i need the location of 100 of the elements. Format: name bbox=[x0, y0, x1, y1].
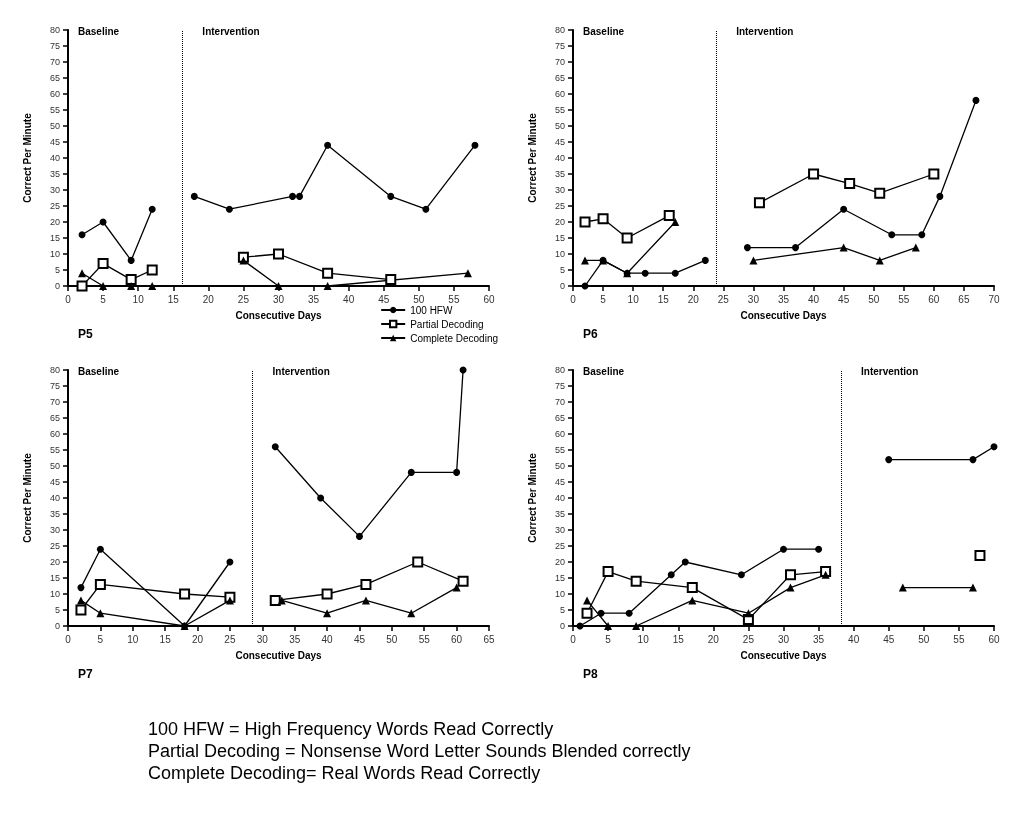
text: 100 HFW = High Frequency Words Read Correctly bbox=[148, 718, 555, 740]
y-tick-label: 30 bbox=[554, 525, 565, 535]
y-tick-label: 55 bbox=[554, 105, 565, 115]
x-axis-title: Consecutive Days bbox=[235, 309, 323, 321]
x-tick-label: 0 bbox=[65, 633, 72, 645]
y-tick-label: 35 bbox=[554, 509, 565, 519]
x-tick-label: 25 bbox=[224, 633, 236, 645]
x-tick-label: 60 bbox=[451, 633, 463, 645]
y-tick-label: 30 bbox=[554, 185, 565, 195]
y-tick-label: 0 bbox=[54, 621, 60, 631]
y-tick-label: 15 bbox=[554, 573, 565, 583]
x-tick-label: 10 bbox=[132, 293, 145, 305]
x-tick-label: 25 bbox=[717, 293, 730, 305]
y-tick-label: 75 bbox=[49, 41, 60, 51]
x-tick-label: 40 bbox=[848, 633, 860, 645]
x-tick-label: 25 bbox=[237, 293, 250, 305]
x-axis-title: Consecutive Days bbox=[740, 309, 828, 321]
y-tick-label: 15 bbox=[49, 233, 60, 243]
x-tick-label: 15 bbox=[159, 633, 172, 645]
annotation: Baseline bbox=[78, 25, 120, 37]
y-tick-label: 75 bbox=[49, 381, 60, 391]
y-tick-label: 15 bbox=[49, 573, 60, 583]
y-axis-title: Correct Per Minute bbox=[21, 112, 33, 203]
annotation: Intervention bbox=[272, 365, 330, 377]
y-tick-label: 5 bbox=[559, 605, 565, 615]
x-tick-label: 0 bbox=[570, 293, 577, 305]
annotation: Baseline bbox=[78, 365, 120, 377]
x-tick-label: 65 bbox=[483, 633, 495, 645]
y-tick-label: 10 bbox=[49, 249, 60, 259]
y-tick-label: 70 bbox=[554, 397, 565, 407]
y-tick-label: 5 bbox=[54, 265, 60, 275]
y-tick-label: 20 bbox=[49, 217, 60, 227]
x-tick-label: 35 bbox=[308, 293, 320, 305]
x-tick-label: 45 bbox=[353, 633, 366, 645]
y-tick-label: 25 bbox=[49, 541, 60, 551]
y-tick-label: 75 bbox=[554, 381, 565, 391]
y-tick-label: 40 bbox=[554, 153, 565, 163]
y-tick-label: 10 bbox=[554, 589, 565, 599]
y-tick-label: 40 bbox=[49, 153, 60, 163]
annotation: Intervention bbox=[736, 25, 794, 37]
x-tick-label: 35 bbox=[813, 633, 825, 645]
y-tick-label: 30 bbox=[49, 525, 60, 535]
y-tick-label: 75 bbox=[554, 41, 565, 51]
x-tick-label: 15 bbox=[672, 633, 685, 645]
y-tick-label: 0 bbox=[54, 281, 60, 291]
y-tick-label: 65 bbox=[49, 73, 60, 83]
x-tick-label: 60 bbox=[928, 293, 940, 305]
x-tick-label: 45 bbox=[838, 293, 850, 305]
y-tick-label: 10 bbox=[49, 589, 60, 599]
x-tick-label: 60 bbox=[483, 293, 495, 305]
text: Complete Decoding= Real Words Read Correctly bbox=[148, 762, 542, 784]
x-tick-label: 5 bbox=[97, 633, 104, 645]
annotation: Intervention bbox=[861, 365, 919, 377]
y-tick-label: 10 bbox=[554, 249, 565, 259]
x-tick-label: 30 bbox=[747, 293, 760, 305]
y-tick-label: 25 bbox=[554, 541, 565, 551]
y-tick-label: 0 bbox=[559, 281, 565, 291]
x-tick-label: 45 bbox=[883, 633, 895, 645]
y-tick-label: 40 bbox=[554, 493, 565, 503]
y-tick-label: 55 bbox=[554, 445, 565, 455]
x-tick-label: 50 bbox=[386, 633, 398, 645]
x-tick-label: 55 bbox=[418, 633, 431, 645]
x-axis-title: Consecutive Days bbox=[235, 649, 323, 661]
y-tick-label: 25 bbox=[554, 201, 565, 211]
y-tick-label: 65 bbox=[49, 413, 60, 423]
y-axis-title: Correct Per Minute bbox=[526, 112, 538, 203]
legend-label: 100 HFW bbox=[410, 304, 453, 316]
y-tick-label: 80 bbox=[554, 365, 565, 375]
y-tick-label: 20 bbox=[554, 217, 565, 227]
y-tick-label: 80 bbox=[49, 25, 60, 35]
annotation: Baseline bbox=[583, 25, 625, 37]
text: P5 bbox=[78, 327, 93, 341]
x-tick-label: 10 bbox=[127, 633, 139, 645]
x-tick-label: 20 bbox=[687, 293, 700, 305]
x-tick-label: 35 bbox=[289, 633, 301, 645]
y-tick-label: 40 bbox=[49, 493, 60, 503]
y-tick-label: 30 bbox=[49, 185, 60, 195]
x-tick-label: 50 bbox=[868, 293, 880, 305]
y-tick-label: 60 bbox=[49, 89, 60, 99]
y-tick-label: 60 bbox=[554, 429, 565, 439]
x-tick-label: 50 bbox=[918, 633, 930, 645]
x-tick-label: 20 bbox=[191, 633, 204, 645]
y-tick-label: 45 bbox=[554, 477, 565, 487]
y-tick-label: 20 bbox=[554, 557, 565, 567]
x-tick-label: 30 bbox=[272, 293, 285, 305]
legend-label: Complete Decoding bbox=[410, 332, 498, 344]
y-tick-label: 65 bbox=[554, 73, 565, 83]
x-tick-label: 0 bbox=[570, 633, 577, 645]
y-tick-label: 55 bbox=[49, 445, 60, 455]
x-tick-label: 15 bbox=[657, 293, 670, 305]
x-tick-label: 25 bbox=[742, 633, 755, 645]
legend-label: Partial Decoding bbox=[410, 318, 484, 330]
x-tick-label: 20 bbox=[202, 293, 215, 305]
annotation: Baseline bbox=[583, 365, 625, 377]
y-tick-label: 60 bbox=[49, 429, 60, 439]
x-tick-label: 20 bbox=[707, 633, 720, 645]
text: P8 bbox=[583, 667, 598, 681]
y-tick-label: 5 bbox=[54, 605, 60, 615]
x-tick-label: 55 bbox=[898, 293, 910, 305]
y-tick-label: 0 bbox=[559, 621, 565, 631]
